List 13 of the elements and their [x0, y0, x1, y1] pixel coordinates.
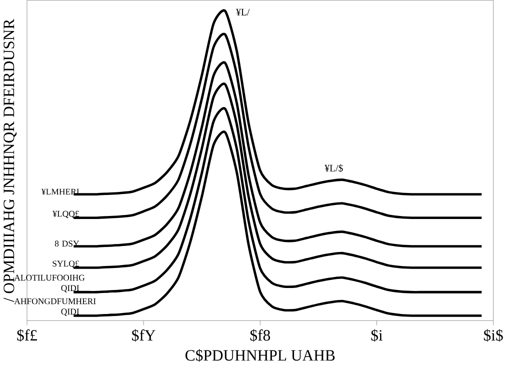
series-label: ALOTILUFOOIHG QIDI — [14, 274, 85, 292]
annotation: ¥L/$ — [324, 164, 343, 172]
x-tick-label: $fY — [132, 328, 156, 342]
x-axis-title: C$PDUHNHPL UAHB — [186, 348, 335, 362]
x-tick-label: $f£ — [17, 328, 37, 342]
series-label: SYLQ£ — [52, 260, 80, 268]
x-tick-label: $f8 — [250, 328, 270, 342]
x-tick-label: $i$ — [484, 328, 503, 342]
series-label: ¥LMHERI — [41, 188, 80, 194]
x-tick-label: $i — [371, 328, 383, 342]
series-label: ¥LQQ£ — [52, 210, 80, 218]
annotation: ¥L/ — [236, 8, 250, 16]
series-label: AHFONGDFUMHERI QIDI — [14, 298, 96, 316]
